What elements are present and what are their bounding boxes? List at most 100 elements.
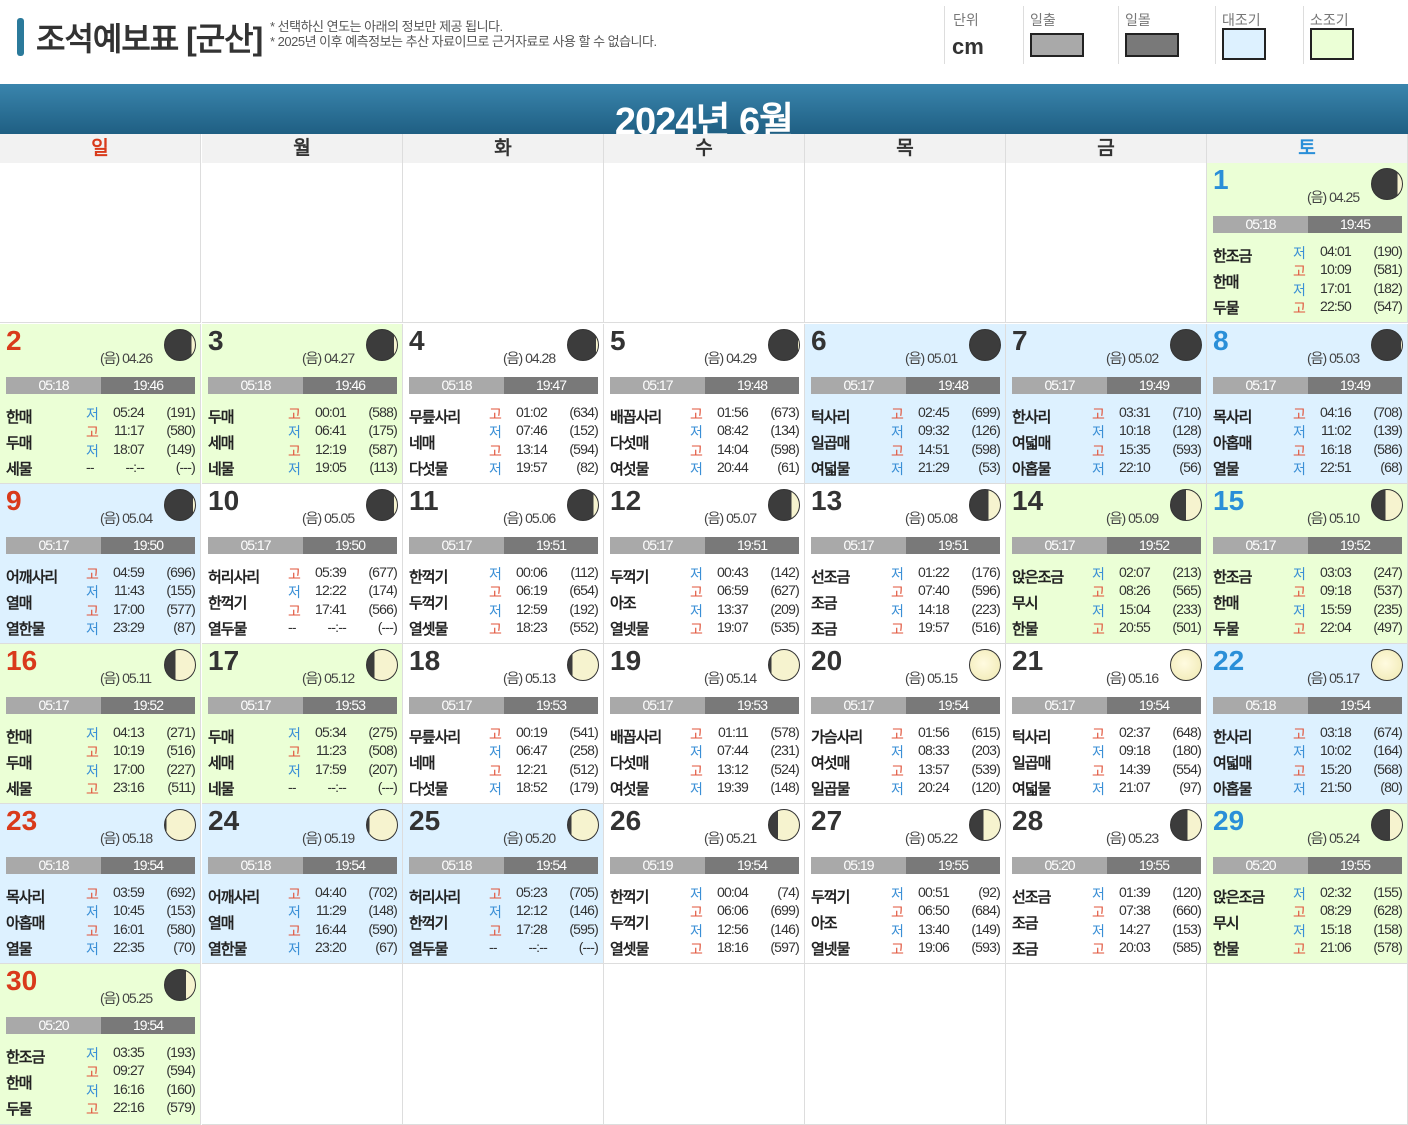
tide-height: (593) <box>1172 441 1201 457</box>
day-number: 15 <box>1213 485 1245 516</box>
tide-name: 열매 <box>208 915 235 932</box>
tide-row: 고 20:55 (501) <box>1092 619 1202 637</box>
tide-name: 네물 <box>208 781 235 798</box>
tide-height: (74) <box>777 884 799 900</box>
tide-row: 저 08:42 (134) <box>690 422 800 440</box>
moon-phase-icon <box>366 809 398 841</box>
lunar-date: (음) 05.16 <box>1106 670 1159 686</box>
tide-type: 저 <box>1092 424 1105 440</box>
tide-name: 턱사리 <box>1012 729 1051 746</box>
tide-type: 고 <box>86 1101 99 1117</box>
tide-name: 다섯물 <box>409 461 448 478</box>
tide-type: 저 <box>86 406 99 422</box>
tide-name: 네물 <box>208 461 235 478</box>
tide-name: 한꺽기 <box>208 595 247 612</box>
tide-row: 고 17:41 (566) <box>288 601 398 619</box>
tide-time: 21:50 <box>1319 779 1352 795</box>
tide-height: (597) <box>770 939 799 955</box>
legend-sunset: 일몰 <box>1118 6 1209 64</box>
tide-time: 15:18 <box>1319 921 1352 937</box>
tide-type: 고 <box>86 1064 99 1080</box>
day-cell: 19 (음) 05.14 05:17 19:53 배꼽사리 다섯매 여섯물 고 01:11 (57… <box>604 644 805 804</box>
legend-swatch-sunrise <box>1030 33 1084 57</box>
tide-time: 04:59 <box>112 564 145 580</box>
tide-time: 14:51 <box>917 441 950 457</box>
sunset-time: 19:54 <box>101 857 195 874</box>
tide-name: 선조금 <box>1012 889 1051 906</box>
lunar-date: (음) 05.01 <box>905 350 958 366</box>
tide-height: (699) <box>770 902 799 918</box>
tide-type: 저 <box>489 461 502 477</box>
sun-times-bar: 05:19 19:54 <box>610 857 799 874</box>
tide-type: 고 <box>891 406 904 422</box>
tide-time: 01:22 <box>917 564 950 580</box>
tide-type: 고 <box>288 886 301 902</box>
moon-phase-icon <box>1170 489 1202 521</box>
tide-type: 저 <box>288 424 301 440</box>
lunar-date: (음) 05.09 <box>1106 510 1159 526</box>
tide-time: 23:16 <box>112 779 145 795</box>
tide-type: 저 <box>1293 744 1306 760</box>
tide-time: 06:59 <box>716 582 749 598</box>
tide-time: 12:19 <box>314 441 347 457</box>
tide-time: 17:28 <box>515 921 548 937</box>
day-number: 3 <box>208 325 224 356</box>
day-number: 21 <box>1012 645 1044 676</box>
tide-row: 저 00:04 (74) <box>690 884 800 902</box>
tide-height: (174) <box>368 582 397 598</box>
tide-height: (594) <box>569 441 598 457</box>
tide-height: (660) <box>1172 902 1201 918</box>
tide-type: 고 <box>86 781 99 797</box>
day-cell: 23 (음) 05.18 05:18 19:54 목사리 아홉매 열물 고 03:59 (692)… <box>0 804 201 964</box>
tide-name: 아홉물 <box>1213 781 1252 798</box>
tide-type: 저 <box>86 726 99 742</box>
sun-times-bar: 05:18 19:54 <box>208 857 397 874</box>
tide-time: 02:07 <box>1118 564 1151 580</box>
sun-times-bar: 05:18 19:46 <box>6 377 195 394</box>
tide-row: 저 12:56 (146) <box>690 921 800 939</box>
tide-time: 03:18 <box>1319 724 1352 740</box>
sunset-time: 19:45 <box>1308 216 1402 233</box>
tide-height: (164) <box>1373 742 1402 758</box>
tide-name: 열물 <box>1213 461 1240 478</box>
day-cell: 12 (음) 05.07 05:17 19:51 두꺽기 아조 열넷물 저 00:43 (142)… <box>604 484 805 644</box>
tide-type: 고 <box>86 566 99 582</box>
tide-height: (153) <box>1172 921 1201 937</box>
tide-time: 19:57 <box>917 619 950 635</box>
sunset-time: 19:54 <box>504 857 598 874</box>
tide-type: 고 <box>86 744 99 760</box>
tide-type: 저 <box>288 763 301 779</box>
sunrise-time: 05:18 <box>409 377 504 394</box>
tide-row: 저 17:00 (227) <box>86 761 196 779</box>
tide-height: (710) <box>1172 404 1201 420</box>
tide-time: 04:13 <box>112 724 145 740</box>
tide-height: (677) <box>368 564 397 580</box>
empty-day-cell <box>805 163 1006 323</box>
tide-time: 11:17 <box>114 422 145 438</box>
tide-row: 저 09:18 (180) <box>1092 742 1202 760</box>
tide-type: 저 <box>1293 424 1306 440</box>
day-cell: 10 (음) 05.05 05:17 19:50 허리사리 한꺽기 열두물 고 05:39 (67… <box>202 484 403 644</box>
tide-type: 고 <box>1293 621 1306 637</box>
sunrise-time: 05:17 <box>610 697 705 714</box>
tide-row: 고 05:23 (705) <box>489 884 599 902</box>
tide-row: 고 23:16 (511) <box>86 779 196 797</box>
legend-label: 일출 <box>1030 12 1056 28</box>
tide-row: 저 21:07 (97) <box>1092 779 1202 797</box>
sun-times-bar: 05:17 19:49 <box>1213 377 1402 394</box>
day-number: 23 <box>6 805 38 836</box>
moon-phase-icon <box>366 329 398 361</box>
tide-height: (146) <box>569 902 598 918</box>
tide-time: 03:35 <box>112 1044 145 1060</box>
tide-height: (634) <box>569 404 598 420</box>
tide-row: 저 15:59 (235) <box>1293 601 1403 619</box>
tide-type: 고 <box>489 621 502 637</box>
tide-row: 고 09:27 (594) <box>86 1062 196 1080</box>
sunrise-time: 05:18 <box>6 377 101 394</box>
sun-times-bar: 05:17 19:52 <box>1213 537 1402 554</box>
tide-height: (68) <box>1380 459 1402 475</box>
tide-row: 고 22:50 (547) <box>1293 298 1403 316</box>
day-number: 19 <box>610 645 642 676</box>
tide-time: 13:37 <box>716 601 749 617</box>
lunar-date: (음) 05.22 <box>905 830 958 846</box>
